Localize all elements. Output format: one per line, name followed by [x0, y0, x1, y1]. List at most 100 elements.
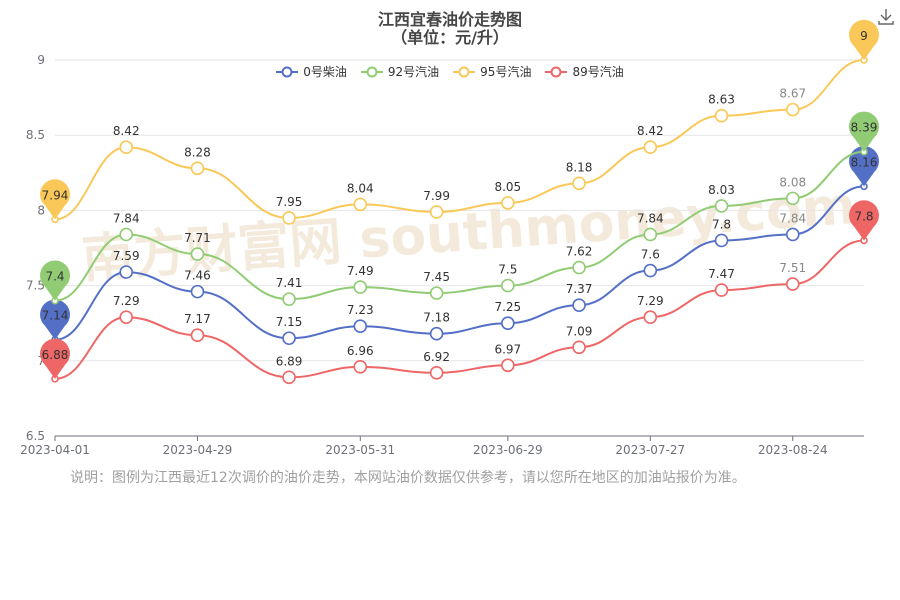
data-label: 7.29: [637, 294, 664, 308]
data-point: [643, 310, 658, 324]
data-point: [643, 227, 658, 242]
data-point: [714, 108, 729, 123]
data-point: [353, 280, 368, 294]
data-label: 7.5: [498, 263, 517, 277]
x-tick-label: 2023-05-31: [325, 443, 395, 457]
data-label: 7.6: [641, 248, 660, 262]
footnote: 说明：图例为江西最近12次调价的油价走势，本网站油价数据仅供参考，请以您所在地区…: [70, 470, 746, 486]
pin-label: 7.14: [42, 309, 69, 323]
data-label: 6.97: [494, 342, 521, 356]
legend-marker-icon: [276, 66, 299, 77]
data-label: 7.15: [276, 315, 303, 329]
data-point: [429, 366, 444, 380]
extreme-value-pin: 7.4: [40, 260, 70, 301]
data-label: 7.49: [347, 264, 374, 278]
legend-item[interactable]: 0号柴油: [276, 63, 347, 80]
data-label: 7.23: [347, 303, 374, 317]
legend-item[interactable]: 95号汽油: [453, 63, 531, 80]
data-point: [353, 360, 368, 374]
x-tick-label: 2023-04-01: [20, 443, 90, 457]
data-label: 7.45: [423, 270, 450, 284]
series-line: [54, 185, 865, 341]
extreme-value-pin: 7.94: [40, 179, 70, 220]
data-point: [714, 233, 729, 248]
pin-label: 8.39: [851, 121, 878, 135]
chart-title: 江西宜春油价走势图: [377, 10, 522, 29]
data-label: 7.47: [708, 267, 735, 281]
legend-marker-icon: [360, 66, 383, 77]
y-tick-label: 8: [37, 203, 45, 217]
x-tick-label: 2023-04-29: [163, 443, 233, 457]
data-label: 8.42: [637, 124, 664, 138]
data-point: [190, 284, 205, 299]
data-point: [785, 227, 800, 242]
data-label: 7.09: [566, 324, 593, 338]
legend-item[interactable]: 92号汽油: [360, 63, 440, 80]
data-label: 8.67: [779, 87, 806, 101]
data-label: 6.92: [423, 350, 450, 364]
pin-label: 8.16: [851, 155, 878, 169]
data-label: 7.25: [494, 300, 521, 314]
y-tick-label: 6.5: [26, 429, 45, 443]
data-point: [119, 265, 134, 279]
data-label: 8.04: [347, 181, 374, 195]
data-label: 8.63: [708, 93, 735, 107]
data-label: 7.17: [184, 312, 211, 326]
pin-label: 7.8: [854, 209, 873, 223]
data-point: [572, 340, 586, 355]
series-line: [54, 239, 865, 380]
data-point: [190, 247, 205, 261]
data-label: 7.46: [184, 269, 211, 283]
data-point: [119, 227, 134, 242]
extreme-value-pin: 8.39: [849, 111, 880, 152]
data-point: [119, 140, 134, 155]
data-point: [714, 199, 729, 213]
data-label: 6.89: [276, 354, 303, 368]
data-point: [501, 278, 515, 293]
data-label: 7.62: [566, 245, 593, 259]
download-icon[interactable]: [876, 6, 896, 26]
data-label: 7.29: [113, 294, 140, 308]
data-label: 7.84: [637, 211, 664, 225]
data-point: [785, 191, 800, 206]
data-label: 8.18: [566, 160, 593, 174]
data-label: 7.8: [712, 217, 731, 231]
data-label: 8.05: [494, 180, 521, 194]
data-point: [572, 176, 586, 191]
data-point: [282, 211, 296, 225]
data-point: [119, 310, 134, 324]
extreme-value-pin: 6.88: [40, 338, 70, 379]
series-line: [54, 150, 865, 302]
y-tick-label: 7.5: [26, 279, 45, 293]
legend-item[interactable]: 89号汽油: [545, 63, 624, 80]
data-label: 8.03: [708, 183, 735, 197]
data-point: [572, 260, 586, 275]
data-label: 7.51: [779, 261, 806, 275]
data-point: [190, 161, 205, 176]
pin-label: 6.88: [42, 348, 69, 362]
legend-label: 95号汽油: [480, 65, 532, 79]
data-point: [572, 298, 586, 312]
extreme-value-pin: 7.8: [849, 200, 880, 241]
pin-label: 7.94: [42, 188, 69, 202]
data-label: 7.71: [184, 231, 211, 245]
data-point: [714, 283, 729, 297]
data-point: [282, 292, 296, 306]
data-label: 7.41: [276, 276, 303, 290]
data-point: [429, 205, 444, 219]
data-label: 7.84: [779, 211, 806, 225]
extreme-value-pin: 7.14: [40, 299, 70, 340]
data-point: [429, 326, 444, 341]
legend-label: 92号汽油: [387, 65, 440, 79]
data-point: [501, 196, 515, 210]
data-label: 7.59: [113, 249, 140, 263]
y-tick-label: 8.5: [26, 128, 45, 142]
data-label: 8.42: [113, 124, 140, 138]
data-label: 6.96: [347, 344, 374, 358]
data-label: 7.84: [113, 211, 140, 225]
data-point: [501, 316, 515, 331]
legend-label: 0号柴油: [303, 65, 347, 79]
pin-label: 9: [860, 29, 868, 43]
data-point: [353, 197, 368, 212]
